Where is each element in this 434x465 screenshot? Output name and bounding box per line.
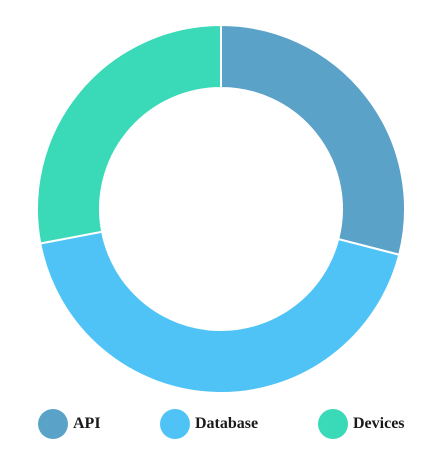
- slice-devices[interactable]: [36, 23, 222, 245]
- slice-database[interactable]: [39, 230, 401, 394]
- legend-item-database[interactable]: Database: [160, 407, 258, 441]
- legend: API Database Devices: [0, 407, 434, 441]
- legend-label-database: Database: [195, 415, 259, 432]
- legend-label-api: API: [73, 415, 101, 432]
- legend-label-devices: Devices: [353, 415, 405, 432]
- legend-item-api[interactable]: API: [38, 407, 101, 441]
- legend-item-devices[interactable]: Devices: [318, 407, 405, 441]
- legend-swatch-api: [38, 409, 68, 439]
- legend-swatch-devices: [318, 409, 348, 439]
- legend-swatch-database: [160, 409, 190, 439]
- slice-api[interactable]: [220, 23, 406, 256]
